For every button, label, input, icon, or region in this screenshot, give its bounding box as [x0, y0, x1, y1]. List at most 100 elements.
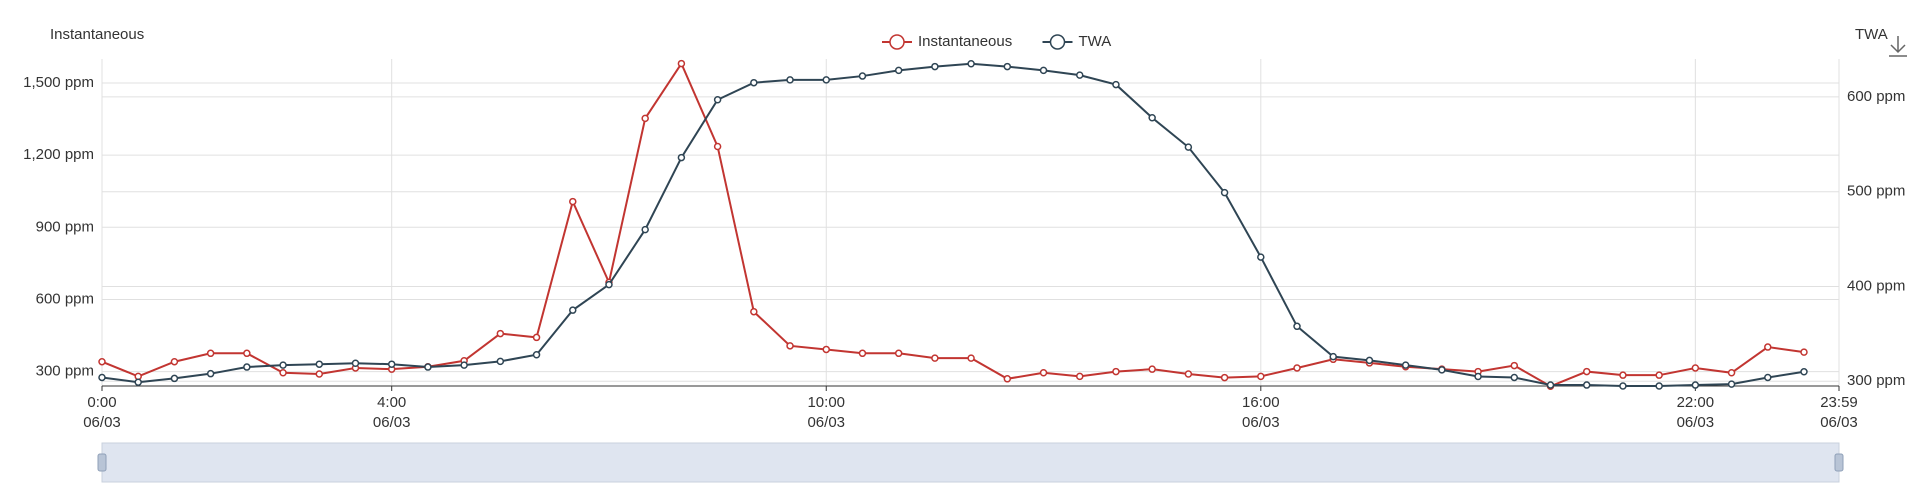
data-point [532, 350, 541, 359]
zoom-window[interactable] [101, 442, 1840, 483]
data-point [1655, 382, 1663, 390]
data-point [750, 78, 758, 87]
x-tick-label: 10:00 06/03 [807, 394, 846, 431]
data-point [206, 349, 215, 358]
y2-axis-title: TWA [1855, 26, 1888, 43]
x-tick-label: 23:59 06/03 [1820, 394, 1858, 431]
data-point [1365, 356, 1374, 365]
legend-marker [1049, 34, 1066, 50]
data-point [931, 354, 939, 362]
data-point [387, 360, 396, 368]
data-point [1075, 71, 1084, 79]
legend-item[interactable]: TWA [1042, 33, 1112, 50]
data-point [822, 345, 831, 354]
data-point [641, 114, 649, 123]
y-tick-label: 1,500 ppm [23, 74, 94, 91]
data-point [786, 76, 794, 84]
x-tick-label: 4:00 06/03 [372, 394, 411, 431]
data-point [677, 153, 686, 162]
data-point [1727, 369, 1736, 377]
series-line [101, 62, 1805, 387]
data-point [206, 369, 215, 378]
data-point [1510, 361, 1519, 370]
data-point [1220, 188, 1229, 197]
legend-label: TWA [1079, 33, 1112, 50]
zoom-handle[interactable] [1834, 453, 1844, 472]
data-point [894, 349, 903, 358]
data-point [1184, 370, 1193, 378]
data-point [1619, 371, 1627, 379]
zoom-handle[interactable] [97, 453, 107, 472]
data-point [496, 329, 505, 338]
legend-item[interactable]: Instantaneous [882, 33, 1012, 50]
data-point [170, 357, 179, 366]
data-point [1546, 381, 1555, 389]
x-tick-label: 16:00 06/03 [1242, 394, 1280, 431]
data-point [1582, 367, 1591, 376]
data-point [786, 342, 794, 350]
data-point [1582, 381, 1591, 389]
y-tick-label: 600 ppm [36, 290, 94, 307]
data-point [1003, 375, 1012, 383]
y-tick-label: 900 ppm [36, 218, 94, 235]
download-glyph[interactable] [1889, 36, 1907, 57]
data-point [1148, 365, 1156, 373]
data-point [641, 225, 649, 234]
data-point [677, 59, 686, 68]
data-point [858, 72, 867, 80]
y-axis-title: Instantaneous [50, 26, 144, 43]
x-tick-label: 0:00 06/03 [83, 394, 121, 431]
data-point [1220, 373, 1229, 382]
data-point [931, 62, 939, 71]
legend: Instantaneous TWA [882, 33, 1111, 50]
data-point [569, 197, 577, 206]
data-point [1800, 368, 1808, 376]
data-zoom[interactable] [97, 442, 1844, 483]
data-point [1655, 371, 1663, 379]
data-point [967, 354, 975, 362]
data-point [170, 374, 179, 383]
data-point [1691, 364, 1700, 372]
data-point [1510, 373, 1519, 382]
data-point [98, 373, 106, 382]
y-tick-label: 1,200 ppm [23, 146, 94, 163]
data-point [98, 357, 106, 366]
data-point [424, 363, 432, 371]
data-point [569, 306, 577, 314]
y-tick-label: 300 ppm [36, 363, 94, 380]
y2-tick-label: 400 ppm [1847, 277, 1905, 294]
data-point [315, 360, 324, 368]
data-point [1329, 352, 1337, 361]
y2-tick-label: 500 ppm [1847, 183, 1905, 200]
data-point [967, 59, 975, 68]
data-point [1039, 66, 1048, 75]
data-point [1112, 80, 1120, 89]
data-point [1764, 343, 1772, 351]
y2-tick-label: 600 ppm [1847, 88, 1905, 105]
data-point [1727, 380, 1736, 388]
data-point [605, 280, 613, 289]
data-point [1257, 372, 1265, 381]
data-point [1039, 369, 1048, 377]
data-point [1257, 253, 1265, 261]
data-point [822, 76, 831, 84]
data-point [134, 378, 142, 386]
data-point [894, 66, 903, 75]
download-icon[interactable] [1889, 36, 1907, 57]
data-point [243, 363, 251, 371]
data-point [1184, 143, 1193, 151]
data-point [460, 361, 468, 369]
data-point [1800, 348, 1808, 356]
x-tick-label: 22:00 06/03 [1676, 394, 1715, 431]
data-point [1474, 372, 1482, 381]
data-point [279, 369, 287, 377]
data-point [1112, 367, 1120, 376]
data-point [1293, 322, 1301, 331]
data-point [315, 370, 324, 378]
data-point [1148, 114, 1156, 122]
data-point [1075, 372, 1084, 381]
legend-marker [889, 34, 905, 50]
data-point [1764, 373, 1772, 382]
